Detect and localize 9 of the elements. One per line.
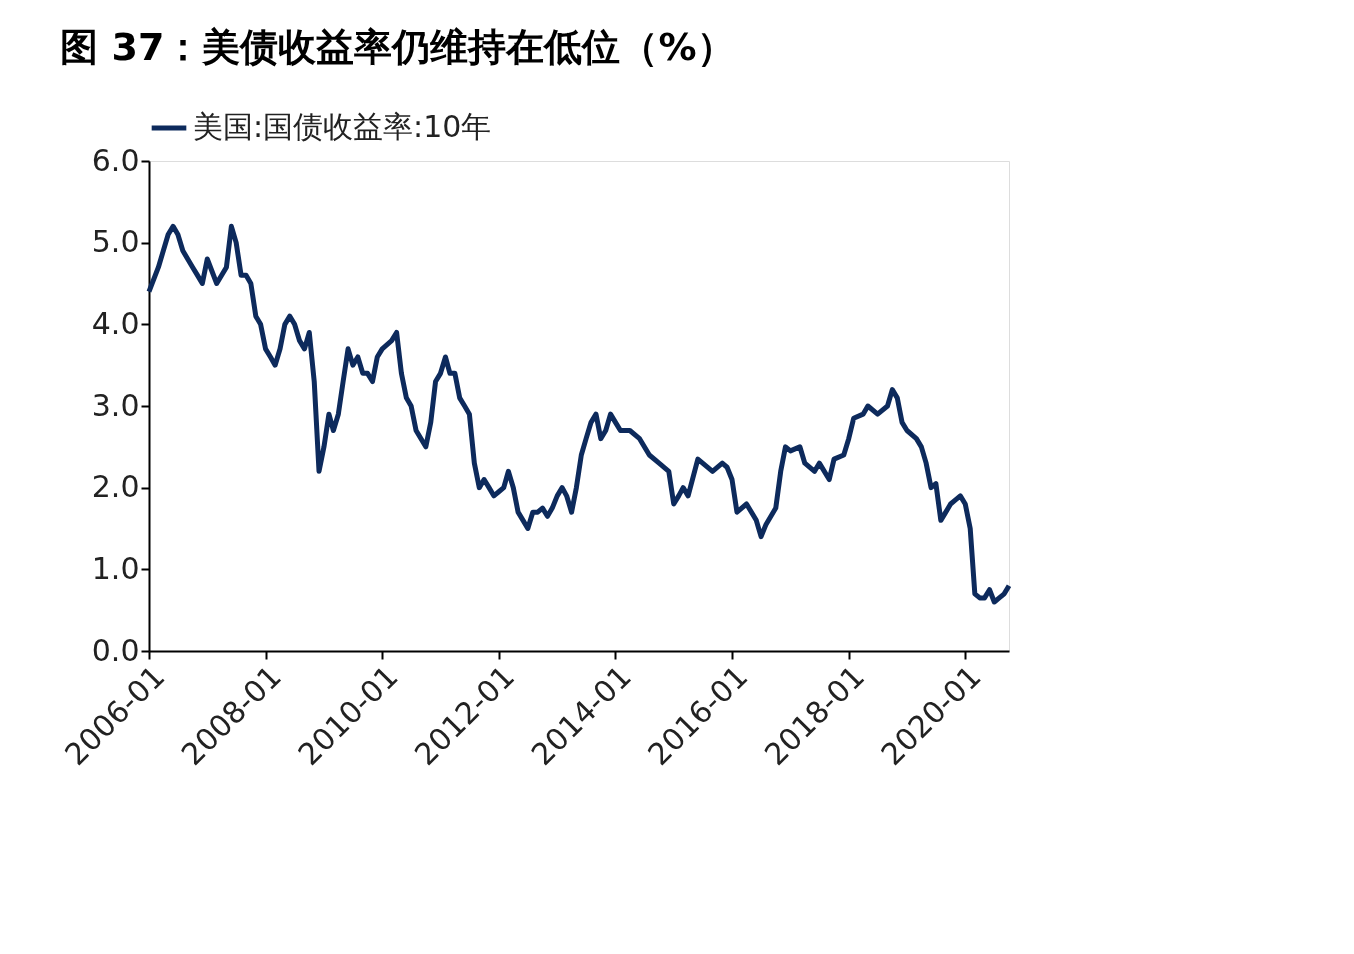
y-tick-label: 6.0	[91, 142, 140, 178]
y-tick-label: 1.0	[91, 550, 140, 586]
y-tick-label: 0.0	[91, 632, 140, 668]
y-tick-label: 4.0	[91, 305, 140, 341]
chart-title: 图 37：美债收益率仍维持在低位（%）	[60, 25, 735, 69]
legend-label: 美国:国债收益率:10年	[193, 109, 492, 144]
y-tick-label: 3.0	[91, 387, 140, 423]
y-tick-label: 5.0	[91, 224, 140, 260]
y-tick-label: 2.0	[91, 469, 140, 505]
